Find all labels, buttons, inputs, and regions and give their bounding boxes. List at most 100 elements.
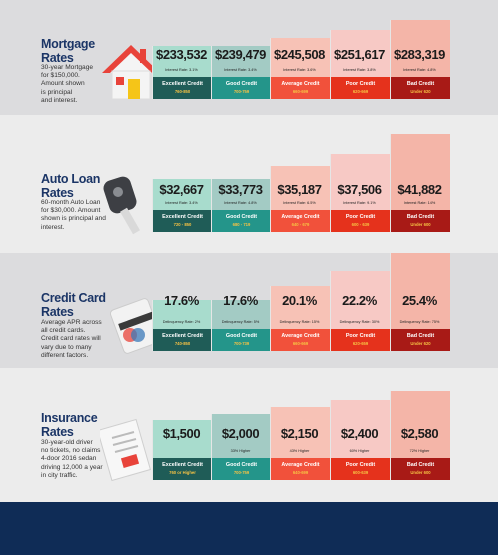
tier-detail: Interest Rate: 4.8% [224, 201, 257, 205]
tier-detail: Interest Rate: 14% [403, 201, 436, 205]
credit-tier-name: Poor Credit [345, 214, 376, 220]
tier-column: $2,000 33% Higher Good Credit 700-759 [211, 373, 271, 500]
house-icon [100, 41, 162, 108]
section-title: Mortgage Rates [41, 37, 95, 65]
credit-tier-name: Bad Credit [406, 214, 435, 220]
tier-detail: Interest Rate: 3.1% [165, 68, 198, 72]
section-description: Average APR across all credit cards. Cre… [41, 319, 102, 359]
credit-tier-name: Poor Credit [345, 81, 376, 87]
tier-credit-label: Good Credit 680 - 719 [211, 210, 271, 232]
tier-value: 25.4% [402, 293, 437, 308]
tier-credit-label: Excellent Credit 760 or Higher [152, 458, 212, 480]
tier-detail: Interest Rate: 3.4% [165, 201, 198, 205]
credit-score-range: Under 600 [410, 470, 431, 475]
tier-detail: Delinquency Rate: 30% [339, 320, 380, 324]
tier-value: $283,319 [393, 47, 446, 62]
tier-value: $35,187 [277, 182, 322, 197]
tier-detail: Delinquency Rate: 75% [399, 320, 440, 324]
tier-value: 20.1% [282, 293, 317, 308]
tier-top-block [330, 271, 390, 329]
credit-tier-name: Average Credit [281, 81, 320, 87]
credit-score-range: Under 600 [410, 222, 431, 227]
tier-detail: 60% Higher [349, 449, 370, 453]
credit-score-range: 620-669 [352, 89, 369, 94]
tier-value: 17.6% [164, 293, 199, 308]
credit-score-range: 720 - 850 [173, 222, 192, 227]
credit-tier-name: Average Credit [281, 333, 320, 339]
tier-detail: Delinquency Rate: 15% [279, 320, 320, 324]
tier-credit-label: Bad Credit Under 620 [390, 77, 450, 99]
credit-score-range: 600-639 [352, 470, 369, 475]
credit-tier-name: Bad Credit [406, 333, 435, 339]
tier-credit-label: Good Credit 700-759 [211, 77, 271, 99]
tier-value: $245,508 [273, 47, 326, 62]
tier-top-block [152, 420, 212, 458]
credit-tier-name: Excellent Credit [162, 333, 203, 339]
tier-detail: 43% Higher [289, 449, 310, 453]
tier-column: $2,150 43% Higher Average Credit 640-699 [270, 373, 330, 500]
tier-credit-label: Good Credit 700-739 [211, 329, 271, 351]
section-title: Auto Loan Rates [41, 172, 101, 200]
credit-score-range: 620-659 [352, 341, 369, 346]
tier-value: $233,532 [155, 47, 208, 62]
tier-column: $233,532 Interest Rate: 3.1% Excellent Cre… [152, 0, 212, 115]
section-description: 30-year-old driver no tickets, no claims… [41, 439, 103, 479]
tier-value: $33,773 [218, 182, 263, 197]
tier-top-block [152, 46, 212, 77]
credit-tier-name: Good Credit [225, 333, 258, 339]
credit-tier-name: Excellent Credit [162, 462, 203, 468]
tier-top-block [211, 414, 271, 458]
credit-score-range: 760-850 [174, 89, 191, 94]
tier-detail: Interest Rate: 3.4% [224, 68, 257, 72]
tier-column: 17.6% Delinquency Rate: 2% Excellent Credi… [152, 253, 212, 368]
tier-credit-label: Average Credit 660-669 [270, 329, 330, 351]
tier-value: 17.6% [223, 293, 258, 308]
footer-bar [0, 502, 498, 555]
tier-top-block [211, 46, 271, 77]
section-title: Insurance Rates [41, 411, 98, 439]
section-0: Mortgage Rates 30-year Mortgage for $150,… [0, 0, 498, 115]
credit-tier-name: Excellent Credit [162, 214, 203, 220]
credit-score-range: 640-699 [292, 470, 309, 475]
tier-value: $2,000 [221, 426, 260, 441]
tier-column: 22.2% Delinquency Rate: 30% Poor Credit 620… [330, 253, 390, 368]
insurance-document-icon [96, 418, 152, 487]
tier-detail: Interest Rate: 9.1% [343, 201, 376, 205]
credit-tier-name: Excellent Credit [162, 81, 203, 87]
tier-credit-label: Poor Credit 600-639 [330, 458, 390, 480]
tier-credit-label: Excellent Credit 740-850 [152, 329, 212, 351]
credit-tier-name: Bad Credit [406, 462, 435, 468]
tier-column: $251,617 Interest Rate: 3.8% Poor Credit 62… [330, 0, 390, 115]
tier-credit-label: Poor Credit 600 - 639 [330, 210, 390, 232]
tier-value: $2,150 [280, 426, 319, 441]
credit-score-range: Under 620 [410, 89, 431, 94]
tier-value: $32,667 [159, 182, 204, 197]
credit-score-range: Under 620 [410, 341, 431, 346]
tier-top-block [270, 38, 330, 77]
tier-column: $32,667 Interest Rate: 3.4% Excellent Cred… [152, 120, 212, 247]
credit-tier-name: Good Credit [225, 214, 258, 220]
credit-score-range: 660-699 [292, 89, 309, 94]
credit-tier-name: Good Credit [225, 462, 258, 468]
tier-value: $251,617 [333, 47, 386, 62]
tier-detail: Interest Rate: 6.5% [283, 201, 316, 205]
tier-column: $37,506 Interest Rate: 9.1% Poor Credit 600… [330, 120, 390, 247]
tier-column: 25.4% Delinquency Rate: 75% Bad Credit Unde… [390, 253, 450, 368]
tier-credit-label: Excellent Credit 760-850 [152, 77, 212, 99]
tier-top-block [270, 407, 330, 458]
credit-score-range: 700-759 [233, 89, 250, 94]
tier-value: $239,479 [214, 47, 267, 62]
credit-score-range: 700-739 [233, 341, 250, 346]
tier-top-block [152, 300, 212, 329]
tier-column: 20.1% Delinquency Rate: 15% Average Credit… [270, 253, 330, 368]
tier-top-block [330, 154, 390, 210]
section-description: 30-year Mortgage for $150,000. Amount sh… [41, 64, 94, 104]
tier-column: $1,500 Excellent Credit 760 or Higher [152, 373, 212, 500]
tier-value: $1,500 [162, 426, 201, 441]
tier-top-block [390, 20, 450, 77]
credit-score-range: 760 or Higher [169, 470, 196, 475]
tier-top-block [211, 179, 271, 210]
tier-credit-label: Bad Credit Under 620 [390, 329, 450, 351]
credit-tier-name: Poor Credit [345, 462, 376, 468]
tier-top-block [152, 179, 212, 210]
